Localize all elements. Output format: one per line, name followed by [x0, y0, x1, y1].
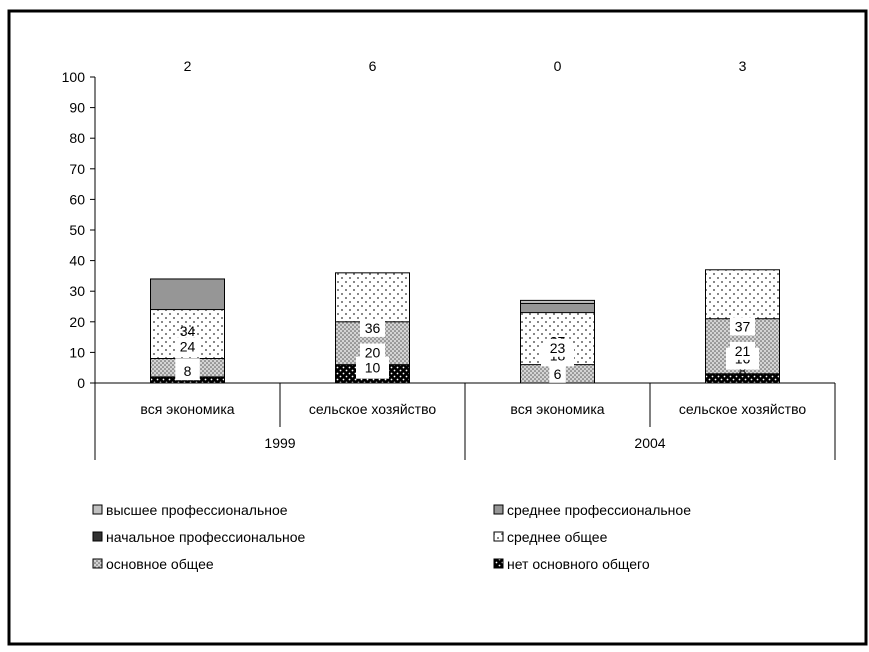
legend-item: основное общее — [92, 556, 214, 572]
y-tick-label: 50 — [69, 222, 85, 238]
legend-item: нет основного общего — [493, 556, 650, 572]
y-tick-label: 90 — [69, 100, 85, 116]
data-label: 0 — [554, 58, 562, 74]
data-label: 37 — [735, 318, 751, 334]
data-label: 3 — [739, 58, 747, 74]
legend-label: нет основного общего — [507, 556, 650, 572]
data-label: 36 — [365, 320, 381, 336]
category-label: сельское хозяйство — [309, 401, 437, 417]
data-label: 24 — [180, 338, 196, 354]
data-label: 6 — [369, 58, 377, 74]
data-label: 20 — [365, 344, 381, 360]
data-label: 23 — [550, 340, 566, 356]
data-label-box — [730, 341, 755, 360]
group-label: 1999 — [264, 435, 295, 451]
data-label-box — [356, 356, 389, 379]
legend-swatch — [493, 558, 504, 569]
data-label: 34 — [180, 323, 196, 339]
legend-swatch — [92, 531, 103, 542]
bar-segment — [705, 373, 780, 384]
category-label: вся экономика — [140, 401, 234, 417]
legend-item: высшее профессиональное — [92, 502, 288, 518]
legend-swatch — [493, 531, 504, 542]
legend: высшее профессиональное среднее профессио… — [92, 502, 691, 572]
data-label-box — [549, 364, 566, 383]
data-label-box — [179, 361, 196, 380]
data-label-box — [360, 343, 385, 362]
legend-label: среднее общее — [507, 529, 608, 545]
legend-label: высшее профессиональное — [106, 502, 288, 518]
data-label-box — [730, 317, 755, 336]
legend-swatch — [493, 504, 504, 515]
group-label: 2004 — [634, 435, 665, 451]
y-tick-label: 100 — [62, 69, 86, 85]
category-axis: вся экономика сельское хозяйство вся эконо… — [94, 383, 836, 460]
y-tick-label: 30 — [69, 283, 85, 299]
data-label: 8 — [184, 363, 192, 379]
legend-item: среднее профессиональное — [493, 502, 691, 518]
y-tick-label: 80 — [69, 130, 85, 146]
y-tick-label: 70 — [69, 161, 85, 177]
category-label: вся экономика — [510, 401, 604, 417]
data-label-box — [545, 338, 570, 357]
legend-label: среднее профессиональное — [507, 502, 691, 518]
legend-label: начальное профессиональное — [106, 529, 306, 545]
data-label: 6 — [554, 366, 562, 382]
data-label: 2 — [184, 58, 192, 74]
legend-label: основное общее — [106, 556, 214, 572]
y-tick-label: 20 — [69, 314, 85, 330]
legend-swatch — [92, 504, 103, 515]
data-label: 10 — [365, 360, 381, 376]
data-label-box — [175, 337, 200, 356]
legend-item: начальное профессиональное — [92, 529, 306, 545]
y-tick-label: 0 — [77, 375, 85, 391]
y-tick-label: 10 — [69, 344, 85, 360]
data-labels: 233492482821103620627261823608151637213 — [175, 58, 759, 383]
data-label: 8 — [739, 363, 747, 379]
category-label: сельское хозяйство — [679, 401, 807, 417]
y-tick-label: 60 — [69, 191, 85, 207]
y-tick-label: 40 — [69, 253, 85, 269]
legend-swatch — [92, 558, 103, 569]
data-label: 21 — [735, 343, 751, 359]
data-label-box — [360, 318, 385, 337]
legend-item: среднее общее — [493, 529, 608, 545]
